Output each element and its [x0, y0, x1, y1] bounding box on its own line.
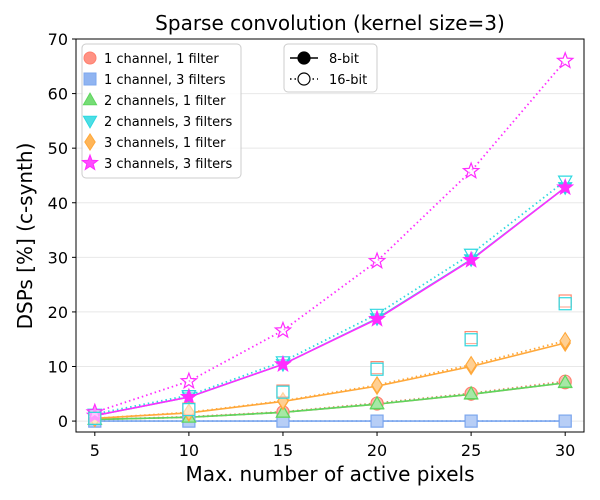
legend-series-label: 2 channels, 3 filters — [104, 115, 233, 130]
y-tick-label: 0 — [58, 412, 68, 431]
chart-title: Sparse convolution (kernel size=3) — [155, 11, 505, 35]
legend-style: 8-bit 16-bit — [283, 43, 378, 93]
data-point-16bit — [182, 403, 195, 422]
data-point-8bit — [465, 357, 477, 376]
series-line-16bit — [94, 60, 566, 414]
data-point-8bit — [556, 177, 575, 196]
legend-series-marker — [82, 115, 98, 129]
overlay-point — [182, 403, 196, 417]
legend-series-marker — [80, 153, 100, 171]
legend-style-label: 8-bit — [329, 52, 359, 67]
data-point-16bit — [461, 161, 481, 179]
legend-series-label: 3 channels, 3 filters — [104, 157, 233, 172]
legend-series-box — [81, 43, 242, 179]
x-tick-label: 15 — [273, 441, 293, 460]
data-point-16bit — [555, 51, 575, 69]
y-tick-label: 40 — [48, 194, 68, 213]
series-line-16bit — [94, 180, 566, 415]
legend-series-marker — [83, 72, 97, 86]
plot-frame — [75, 38, 585, 433]
data-point-8bit — [368, 309, 387, 327]
data-point-16bit — [463, 385, 479, 400]
legend-series-label: 1 channel, 3 filters — [104, 73, 226, 88]
x-axis: 5 10 15 20 25 30 — [90, 432, 575, 460]
legend-series-label: 2 channels, 1 filter — [104, 94, 226, 109]
legend-series: 1 channel, 1 filter 1 channel, 3 filters 2… — [80, 43, 242, 179]
data-point-16bit — [179, 371, 199, 390]
series-line-8bit — [94, 186, 566, 417]
data-point-16bit — [370, 414, 384, 428]
y-tick-label: 60 — [48, 85, 68, 104]
legend-series-label: 1 channel, 1 filter — [104, 52, 219, 67]
series-line-8bit — [94, 186, 566, 417]
legend-style-marker — [297, 72, 311, 86]
series-layer — [85, 51, 575, 428]
x-tick-label: 30 — [555, 441, 575, 460]
overlay-point — [88, 411, 102, 425]
data-point-16bit — [557, 374, 573, 388]
data-point-16bit — [464, 414, 478, 428]
data-point-8bit — [559, 333, 571, 353]
data-point-16bit — [465, 355, 478, 375]
legend-series-marker — [83, 51, 97, 65]
data-point-16bit — [558, 414, 572, 428]
y-axis: 0 10 20 30 40 50 60 70 — [48, 30, 76, 431]
overlay-point — [558, 297, 572, 311]
x-axis-label: Max. number of active pixels — [185, 462, 474, 486]
legend-style-label: 16-bit — [329, 73, 367, 88]
series-line-8bit — [94, 342, 566, 420]
x-tick-label: 20 — [367, 441, 387, 460]
data-point-16bit — [275, 404, 291, 418]
series-line-16bit — [94, 339, 566, 420]
overlay-point — [464, 333, 478, 347]
y-axis-label: DSPs [%] (c-synth) — [13, 143, 37, 330]
legend-style-marker — [297, 51, 311, 65]
x-tick-label: 10 — [179, 441, 199, 460]
data-point-16bit — [367, 251, 387, 270]
data-point-16bit — [559, 331, 572, 351]
data-point-16bit — [371, 375, 383, 395]
data-point-16bit — [369, 395, 385, 410]
legend-series-marker — [84, 132, 96, 152]
data-point-8bit — [179, 387, 198, 405]
data-point-8bit — [462, 250, 481, 268]
data-point-16bit — [85, 402, 105, 421]
data-point-8bit — [273, 354, 292, 372]
y-tick-label: 30 — [48, 248, 68, 267]
series-line-8bit — [94, 382, 566, 421]
x-tick-label: 5 — [90, 441, 100, 460]
legend-series-label: 3 channels, 1 filter — [104, 136, 226, 151]
y-tick-label: 50 — [48, 139, 68, 158]
y-tick-label: 70 — [48, 30, 68, 49]
overlay-point — [276, 385, 290, 399]
y-tick-label: 10 — [48, 358, 68, 377]
y-tick-label: 20 — [48, 303, 68, 322]
data-point-16bit — [273, 320, 293, 339]
legend-series-marker — [82, 92, 98, 106]
overlay-point — [370, 362, 384, 376]
x-tick-label: 25 — [461, 441, 481, 460]
